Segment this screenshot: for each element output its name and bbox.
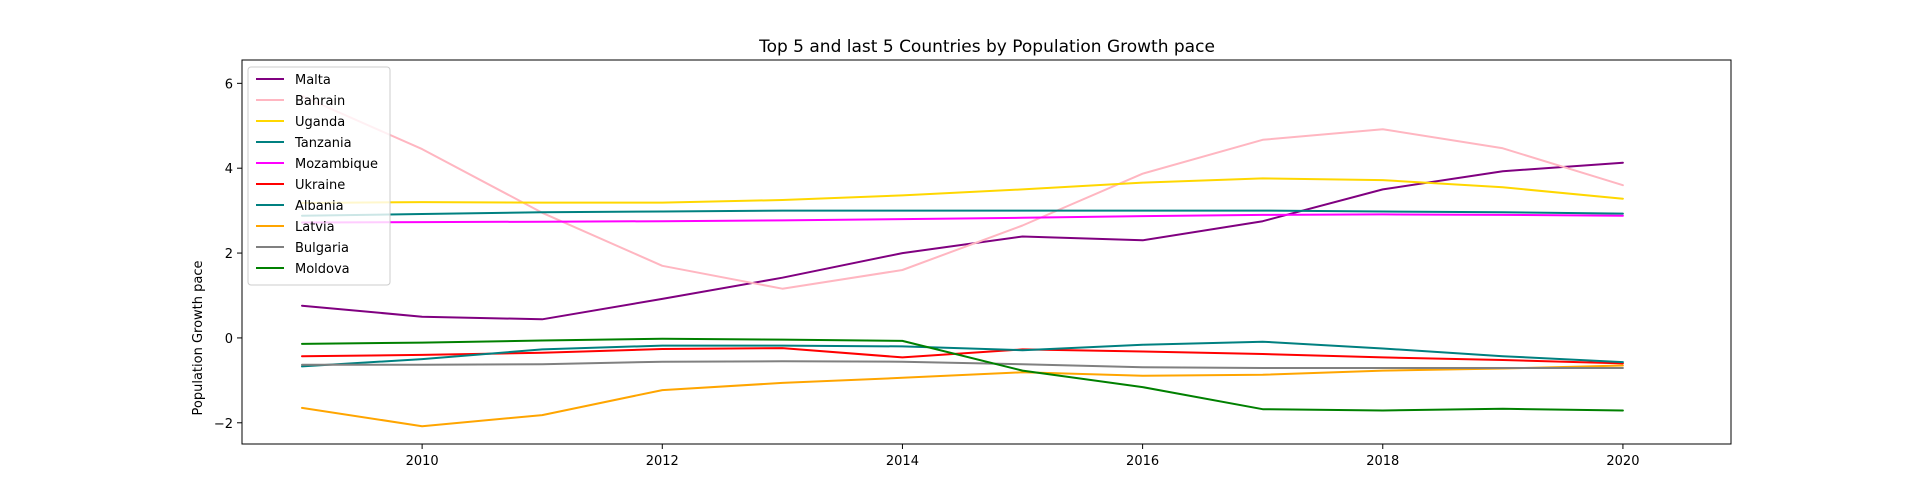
x-tick-label: 2020 <box>1606 454 1639 469</box>
legend-label-moldova: Moldova <box>295 262 350 277</box>
axes-layer: 2010 2012 2014 2016 2018 2020 −2 0 2 4 6 <box>214 59 1732 469</box>
legend-label-latvia: Latvia <box>295 220 335 235</box>
legend-label-uganda: Uganda <box>295 115 345 130</box>
legend-label-tanzania: Tanzania <box>294 136 352 151</box>
plot-frame <box>241 59 1732 445</box>
series-line-moldova <box>301 337 1624 412</box>
series-line-malta <box>301 161 1624 321</box>
x-tick-label: 2018 <box>1366 454 1399 469</box>
series-line-latvia <box>301 364 1624 428</box>
x-tick-label: 2016 <box>1126 454 1159 469</box>
y-tick-label: 2 <box>225 247 233 262</box>
legend-label-mozambique: Mozambique <box>295 157 378 172</box>
y-tick-label: 4 <box>225 162 233 177</box>
legend: Malta Bahrain Uganda Tanzania Mozambique Ukra… <box>247 66 391 286</box>
series-line-ukraine <box>301 347 1624 365</box>
legend-label-malta: Malta <box>295 73 331 88</box>
legend-label-ukraine: Ukraine <box>295 178 345 193</box>
legend-label-bulgaria: Bulgaria <box>295 241 349 256</box>
series-line-uganda <box>301 177 1624 204</box>
series-line-bulgaria <box>301 360 1624 369</box>
y-tick-label: −2 <box>214 417 233 432</box>
y-tick-label: 6 <box>225 77 233 92</box>
series-line-mozambique <box>301 213 1624 224</box>
series-line-tanzania <box>301 209 1624 217</box>
legend-label-bahrain: Bahrain <box>295 94 345 109</box>
y-tick-label: 0 <box>225 332 233 347</box>
x-tick-label: 2014 <box>886 454 919 469</box>
series-layer <box>301 95 1624 428</box>
x-tick-label: 2010 <box>406 454 439 469</box>
chart-title: Top 5 and last 5 Countries by Population… <box>758 37 1215 57</box>
legend-label-albania: Albania <box>295 199 344 214</box>
x-tick-label: 2012 <box>646 454 679 469</box>
y-axis-label: Population Growth pace <box>191 261 206 416</box>
series-line-albania <box>301 340 1624 368</box>
